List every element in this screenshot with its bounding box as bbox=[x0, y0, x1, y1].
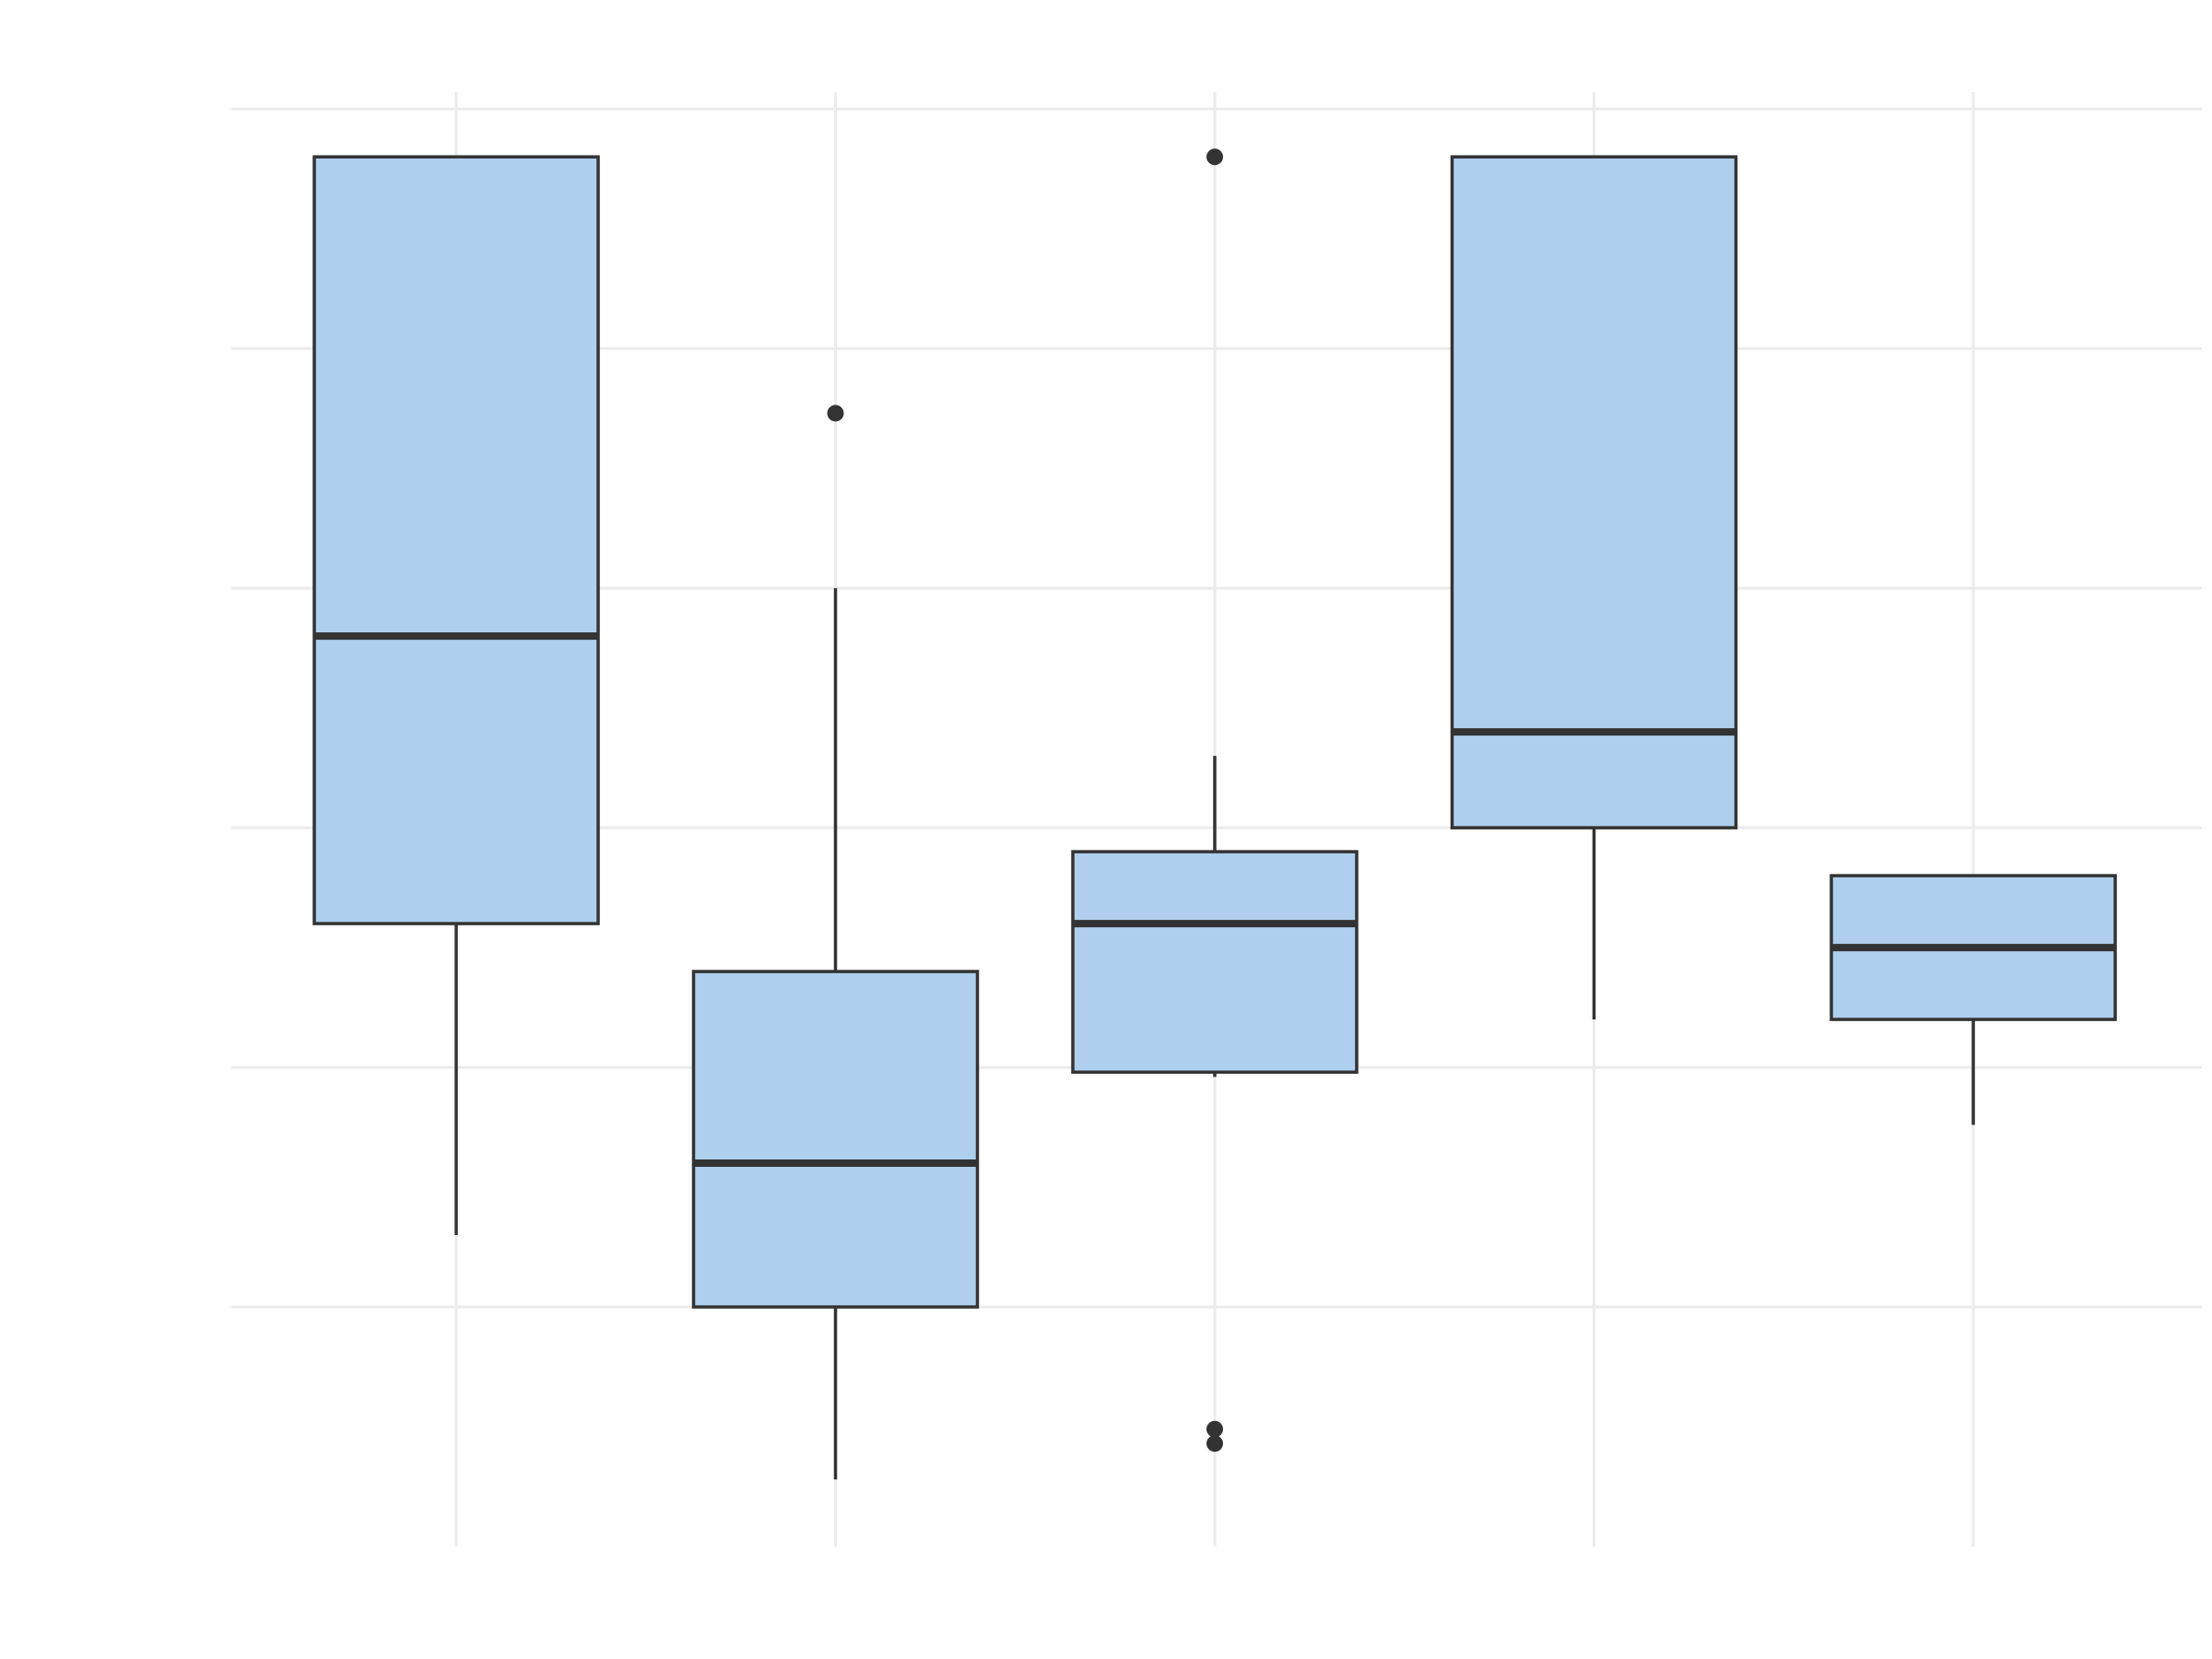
box bbox=[1450, 155, 1738, 830]
outlier bbox=[827, 405, 844, 422]
box bbox=[691, 970, 980, 1309]
box bbox=[1071, 850, 1359, 1075]
outlier bbox=[1206, 148, 1223, 166]
box bbox=[312, 155, 600, 925]
outlier bbox=[1206, 1420, 1223, 1438]
outlier bbox=[1206, 1435, 1223, 1453]
